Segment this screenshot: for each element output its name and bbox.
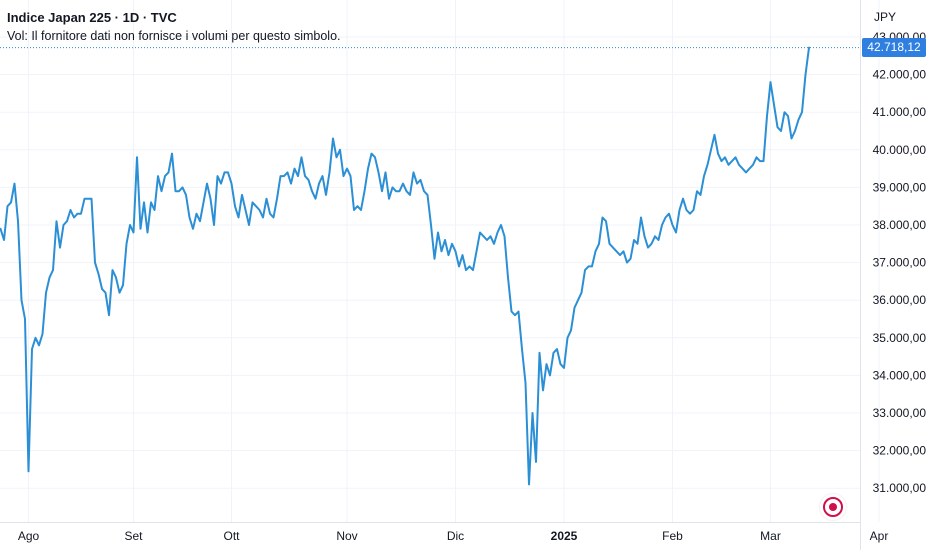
y-tick-label: 37.000,00 bbox=[873, 256, 927, 270]
symbol-title[interactable]: Indice Japan 225 · 1D · TVC bbox=[7, 10, 177, 25]
chart-legend: Indice Japan 225 · 1D · TVC Vol: Il forn… bbox=[7, 9, 341, 45]
currency-label[interactable]: JPY bbox=[873, 10, 896, 24]
y-tick-label: 34.000,00 bbox=[873, 368, 927, 382]
y-tick-label: 41.000,00 bbox=[873, 105, 927, 119]
y-tick-label: 35.000,00 bbox=[873, 331, 927, 345]
y-tick-label: 38.000,00 bbox=[873, 218, 927, 232]
y-tick-label: 31.000,00 bbox=[873, 481, 927, 495]
x-tick-label: Apr bbox=[870, 529, 889, 543]
y-tick-label: 36.000,00 bbox=[873, 293, 927, 307]
y-tick-label: 42.000,00 bbox=[873, 68, 927, 82]
last-price-badge: 42.718,12 bbox=[862, 37, 926, 57]
x-tick-label: 2025 bbox=[551, 529, 578, 543]
x-tick-label: Mar bbox=[760, 529, 781, 543]
x-tick-label: Set bbox=[124, 529, 143, 543]
y-tick-label: 32.000,00 bbox=[873, 444, 927, 458]
price-series-line bbox=[0, 46, 810, 486]
logo-dot-icon bbox=[829, 503, 837, 511]
tradingview-logo-icon[interactable] bbox=[820, 494, 846, 520]
x-tick-label: Ott bbox=[223, 529, 240, 543]
volume-note: Vol: Il fornitore dati non fornisce i vo… bbox=[7, 29, 341, 43]
y-tick-label: 33.000,00 bbox=[873, 406, 927, 420]
y-tick-label: 39.000,00 bbox=[873, 180, 927, 194]
y-tick-label: 40.000,00 bbox=[873, 143, 927, 157]
x-tick-label: Ago bbox=[18, 529, 40, 543]
logo-ring-icon bbox=[823, 497, 843, 517]
x-tick-label: Dic bbox=[447, 529, 464, 543]
x-tick-label: Feb bbox=[662, 529, 683, 543]
x-tick-label: Nov bbox=[336, 529, 357, 543]
